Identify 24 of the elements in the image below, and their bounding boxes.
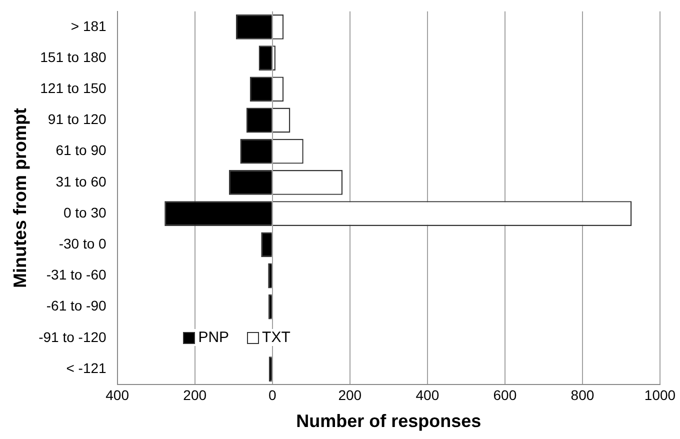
legend-label: PNP	[198, 329, 230, 346]
y-tick-label: 91 to 120	[48, 111, 107, 128]
x-tick-label: 400	[106, 386, 130, 403]
y-tick-label: 31 to 60	[56, 173, 107, 190]
y-tick-label: 151 to 180	[40, 48, 107, 65]
x-axis-title: Number of responses	[296, 411, 482, 432]
y-tick-label: 61 to 90	[56, 142, 107, 158]
y-tick-label: < -121	[66, 360, 107, 376]
x-tick-label: 600	[493, 386, 517, 403]
x-tick-label: 200	[183, 386, 207, 403]
x-tick-label: 0	[268, 386, 276, 403]
x-tick-label: 400	[416, 386, 440, 403]
x-tick-label: 200	[338, 386, 362, 403]
y-tick-label: -61 to -90	[46, 298, 107, 314]
y-tick-label: 0 to 30	[63, 204, 107, 220]
y-axis-title: Minutes from prompt	[10, 108, 30, 288]
y-tick-label: 121 to 150	[40, 80, 107, 96]
y-tick-label: -30 to 0	[58, 236, 107, 252]
y-tick-label: -31 to -60	[46, 266, 107, 283]
y-tick-label: > 181	[70, 18, 107, 34]
x-tick-label: 1000	[644, 386, 676, 403]
y-tick-label: -91 to -120	[38, 328, 107, 345]
x-tick-label: 800	[570, 386, 594, 403]
text: TXT	[262, 329, 290, 346]
